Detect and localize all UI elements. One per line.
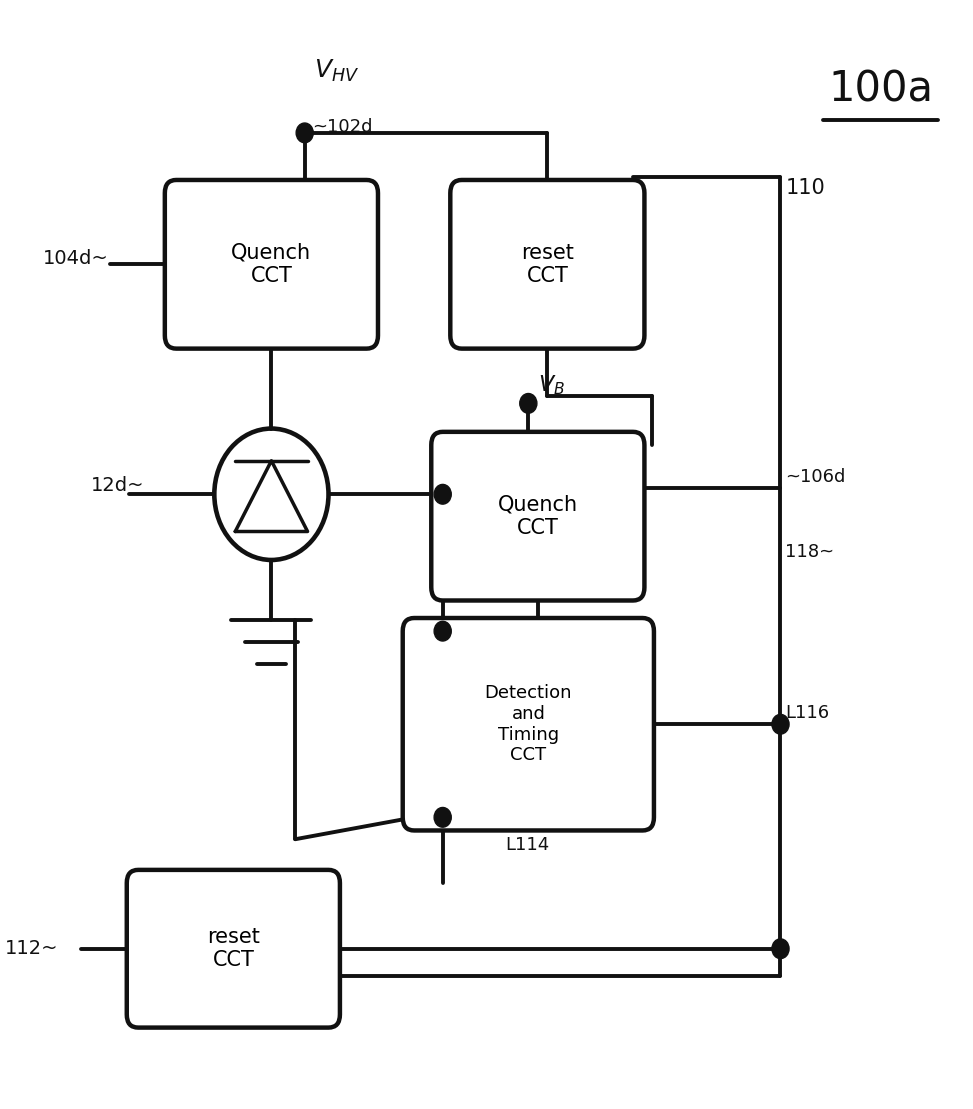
Text: $V_B$: $V_B$: [538, 373, 564, 397]
Text: 118~: 118~: [785, 542, 835, 561]
Text: 104d~: 104d~: [43, 250, 109, 268]
Text: L116: L116: [785, 704, 829, 722]
FancyBboxPatch shape: [126, 869, 340, 1028]
Circle shape: [434, 621, 451, 641]
Text: Detection
and
Timing
CCT: Detection and Timing CCT: [485, 684, 572, 764]
Circle shape: [434, 807, 451, 827]
Text: ~102d: ~102d: [312, 119, 373, 136]
FancyBboxPatch shape: [403, 618, 654, 831]
Text: ~106d: ~106d: [785, 468, 846, 486]
Text: 12d~: 12d~: [90, 476, 144, 495]
FancyBboxPatch shape: [431, 431, 644, 600]
Circle shape: [296, 123, 313, 143]
Text: reset
CCT: reset CCT: [521, 243, 574, 286]
Circle shape: [520, 394, 537, 414]
Text: $V_{HV}$: $V_{HV}$: [314, 58, 359, 83]
Text: Quench
CCT: Quench CCT: [498, 495, 578, 538]
Text: Quench
CCT: Quench CCT: [232, 243, 311, 286]
Text: 112~: 112~: [5, 939, 58, 958]
Circle shape: [772, 714, 789, 734]
Text: reset
CCT: reset CCT: [207, 927, 260, 970]
Text: 110: 110: [785, 177, 825, 197]
Circle shape: [772, 939, 789, 958]
FancyBboxPatch shape: [164, 180, 378, 348]
FancyBboxPatch shape: [450, 180, 644, 348]
Text: L114: L114: [506, 836, 550, 854]
Text: 100a: 100a: [828, 68, 933, 110]
Circle shape: [434, 485, 451, 505]
